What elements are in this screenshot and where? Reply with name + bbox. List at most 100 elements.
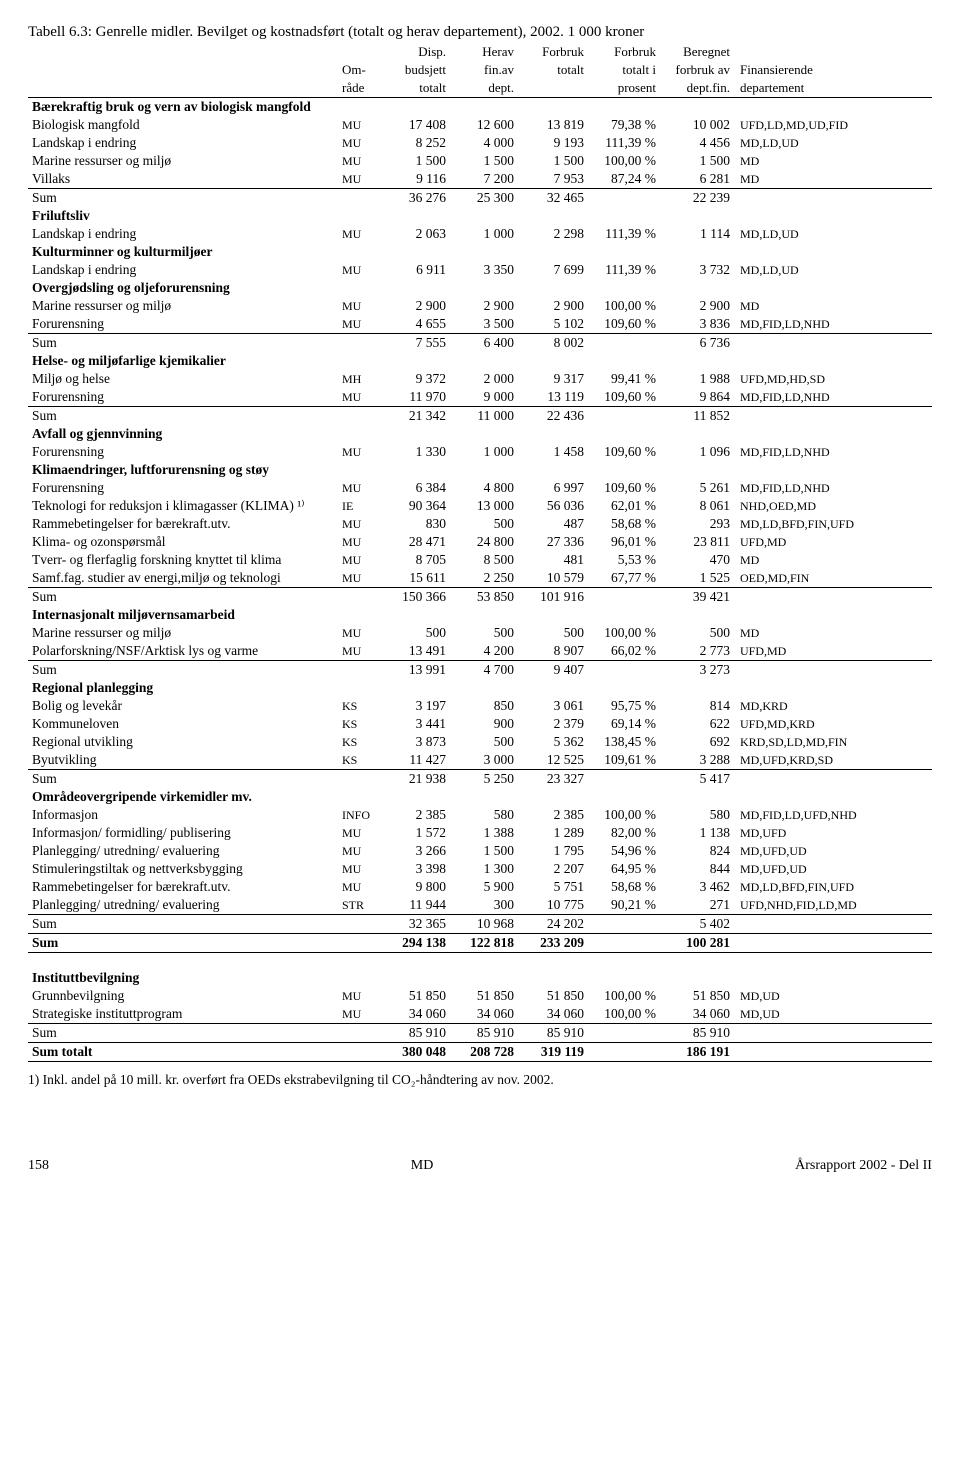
row-name: Polarforskning/NSF/Arktisk lys og varme — [28, 642, 338, 661]
header-cell: Forbruk — [588, 43, 660, 61]
row-finansierende: UFD,NHD,FID,LD,MD — [734, 896, 932, 915]
row-herav: 9 000 — [450, 388, 518, 407]
row-finansierende: MD,FID,LD,UFD,NHD — [734, 806, 932, 824]
section-title-row: Områdeovergripende virkemidler mv. — [28, 788, 932, 806]
row-name: Planlegging/ utredning/ evaluering — [28, 842, 338, 860]
row-beregnet: 1 988 — [660, 370, 734, 388]
row-finansierende: UFD,LD,MD,UD,FID — [734, 116, 932, 134]
row-finansierende: MD — [734, 297, 932, 315]
row-percent: 100,00 % — [588, 987, 660, 1005]
row-name: Informasjon — [28, 806, 338, 824]
row-finansierende: MD,FID,LD,NHD — [734, 388, 932, 407]
row-percent: 100,00 % — [588, 624, 660, 642]
header-cell: prosent — [588, 79, 660, 98]
row-herav: 500 — [450, 515, 518, 533]
row-name: Planlegging/ utredning/ evaluering — [28, 896, 338, 915]
row-percent: 100,00 % — [588, 297, 660, 315]
row-percent: 69,14 % — [588, 715, 660, 733]
row-area: MU — [338, 443, 380, 461]
row-beregnet: 3 732 — [660, 261, 734, 279]
sum-row: Sum21 34211 00022 43611 852 — [28, 407, 932, 426]
section-title: Klimaendringer, luftforurensning og støy — [28, 461, 932, 479]
row-area: MU — [338, 624, 380, 642]
row-herav: 1 300 — [450, 860, 518, 878]
header-cell: totalt — [380, 79, 450, 98]
row-name: Landskap i endring — [28, 134, 338, 152]
row-percent: 58,68 % — [588, 515, 660, 533]
row-forbruk: 8 907 — [518, 642, 588, 661]
row-herav: 4 800 — [450, 479, 518, 497]
table-row: Landskap i endringMU2 0631 0002 298111,3… — [28, 225, 932, 243]
section-title-row: Friluftsliv — [28, 207, 932, 225]
row-finansierende: MD,UFD,UD — [734, 860, 932, 878]
row-finansierende: OED,MD,FIN — [734, 569, 932, 588]
row-percent: 111,39 % — [588, 134, 660, 152]
row-finansierende: MD,LD,BFD,FIN,UFD — [734, 878, 932, 896]
row-name: Kommuneloven — [28, 715, 338, 733]
table-row: Rammebetingelser for bærekraft.utv.MU9 8… — [28, 878, 932, 896]
row-area: MU — [338, 860, 380, 878]
table-row: Samf.fag. studier av energi,miljø og tek… — [28, 569, 932, 588]
row-herav: 2 900 — [450, 297, 518, 315]
row-finansierende: UFD,MD,KRD — [734, 715, 932, 733]
row-herav: 2 000 — [450, 370, 518, 388]
sum-totalt-row: Sum totalt380 048208 728319 119186 191 — [28, 1043, 932, 1062]
row-beregnet: 580 — [660, 806, 734, 824]
section-title-row: Internasjonalt miljøvernsamarbeid — [28, 606, 932, 624]
row-name: Landskap i endring — [28, 261, 338, 279]
row-herav: 3 500 — [450, 315, 518, 334]
row-herav: 3 000 — [450, 751, 518, 770]
row-disp: 3 266 — [380, 842, 450, 860]
row-name: Stimuleringstiltak og nettverksbygging — [28, 860, 338, 878]
table-row: Planlegging/ utredning/ evalueringMU3 26… — [28, 842, 932, 860]
row-disp: 17 408 — [380, 116, 450, 134]
footer-right: Årsrapport 2002 - Del II — [795, 1158, 932, 1174]
row-finansierende: MD — [734, 624, 932, 642]
row-percent: 96,01 % — [588, 533, 660, 551]
row-name: Biologisk mangfold — [28, 116, 338, 134]
row-area: KS — [338, 733, 380, 751]
header-cell: budsjett — [380, 61, 450, 79]
row-herav: 1 500 — [450, 842, 518, 860]
row-area: MU — [338, 533, 380, 551]
row-herav: 1 000 — [450, 225, 518, 243]
row-area: MU — [338, 515, 380, 533]
header-cell: Finansierende — [734, 61, 932, 79]
row-beregnet: 23 811 — [660, 533, 734, 551]
row-area: MH — [338, 370, 380, 388]
header-cell: Disp. — [380, 43, 450, 61]
row-area: MU — [338, 551, 380, 569]
row-beregnet: 10 002 — [660, 116, 734, 134]
table-row: Miljø og helseMH9 3722 0009 31799,41 %1 … — [28, 370, 932, 388]
header-cell: totalt i — [588, 61, 660, 79]
row-disp: 3 197 — [380, 697, 450, 715]
table-row: Informasjon/ formidling/ publiseringMU1 … — [28, 824, 932, 842]
sum-label: Sum — [28, 588, 338, 607]
row-area: MU — [338, 225, 380, 243]
section-title: Bærekraftig bruk og vern av biologisk ma… — [28, 98, 932, 117]
row-area: MU — [338, 479, 380, 497]
section-title: Helse- og miljøfarlige kjemikalier — [28, 352, 932, 370]
row-name: Landskap i endring — [28, 225, 338, 243]
row-beregnet: 6 281 — [660, 170, 734, 189]
row-percent: 58,68 % — [588, 878, 660, 896]
section-title: Overgjødsling og oljeforurensning — [28, 279, 932, 297]
section-title-row: Avfall og gjennvinning — [28, 425, 932, 443]
table-row: Landskap i endringMU8 2524 0009 193111,3… — [28, 134, 932, 152]
row-percent: 66,02 % — [588, 642, 660, 661]
row-forbruk: 6 997 — [518, 479, 588, 497]
row-name: Marine ressurser og miljø — [28, 297, 338, 315]
row-herav: 300 — [450, 896, 518, 915]
row-name: Tverr- og flerfaglig forskning knyttet t… — [28, 551, 338, 569]
header-cell — [518, 79, 588, 98]
row-forbruk: 487 — [518, 515, 588, 533]
row-forbruk: 2 900 — [518, 297, 588, 315]
row-forbruk: 34 060 — [518, 1005, 588, 1024]
row-disp: 2 063 — [380, 225, 450, 243]
sum-row: Sum21 9385 25023 3275 417 — [28, 770, 932, 789]
row-area: MU — [338, 824, 380, 842]
row-herav: 4 000 — [450, 134, 518, 152]
row-percent: 54,96 % — [588, 842, 660, 860]
row-beregnet: 9 864 — [660, 388, 734, 407]
table-row: Teknologi for reduksjon i klimagasser (K… — [28, 497, 932, 515]
